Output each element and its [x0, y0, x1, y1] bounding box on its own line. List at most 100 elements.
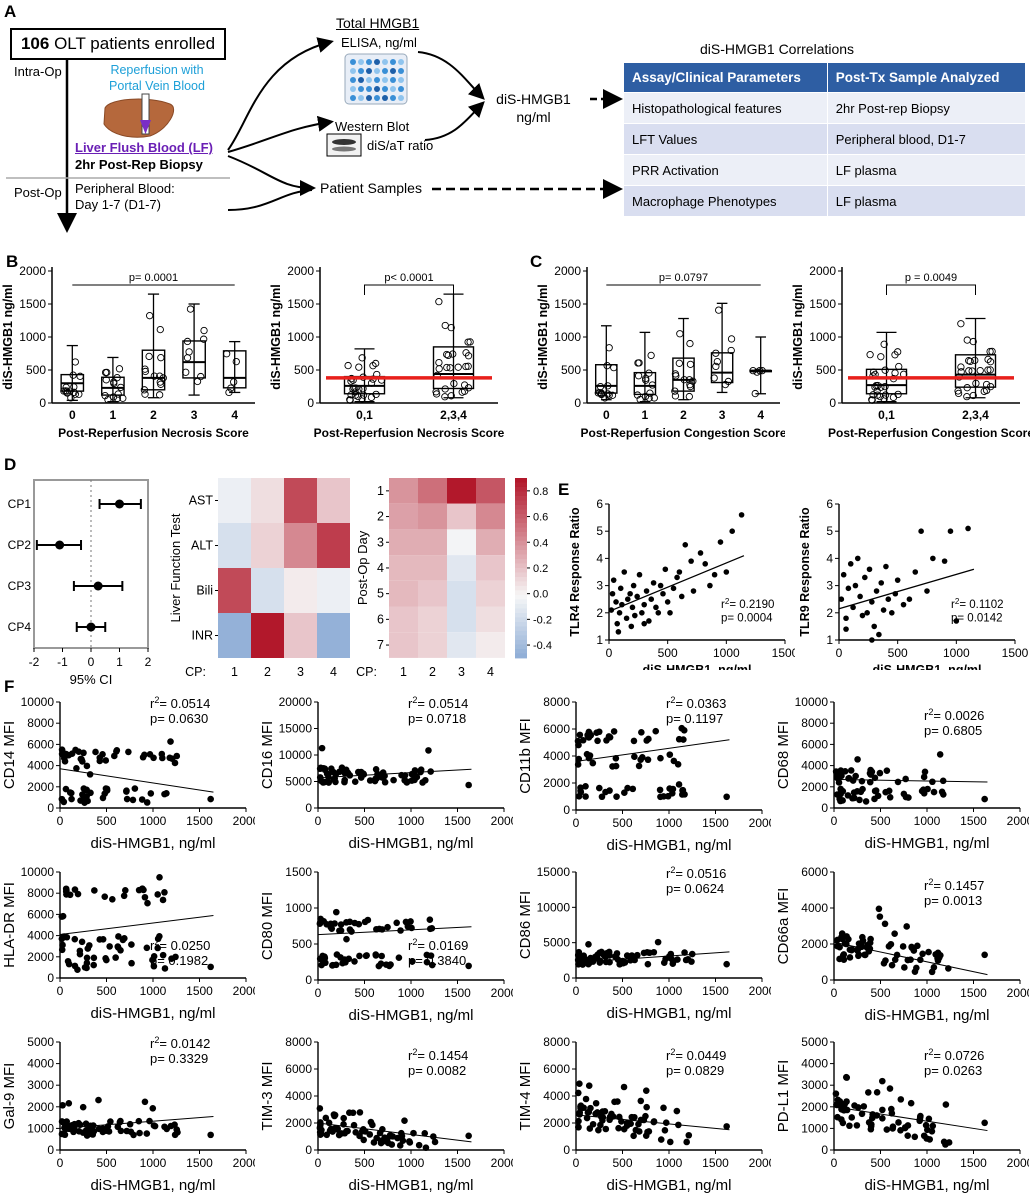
y-tick-label: 8000 — [543, 695, 570, 709]
x-axis-label: diS-HMGB1, ng/ml — [348, 835, 473, 852]
x-tick-label: 2000 — [749, 1156, 771, 1170]
data-point — [435, 358, 443, 367]
data-point — [576, 1080, 583, 1087]
data-point — [630, 1132, 637, 1140]
data-point — [332, 778, 339, 786]
colorbar-segment — [515, 621, 527, 627]
data-point — [66, 789, 74, 796]
heatmap-cell — [284, 478, 317, 523]
y-tick-label: 0 — [829, 396, 836, 410]
data-point — [449, 350, 457, 358]
data-point — [851, 1102, 858, 1109]
data-point — [889, 393, 898, 402]
patient-samples-label: Patient Samples — [320, 180, 422, 196]
data-point — [686, 339, 694, 348]
data-point — [877, 353, 885, 361]
data-point — [80, 794, 88, 801]
data-point — [858, 777, 866, 785]
data-point — [427, 952, 435, 959]
data-point — [643, 949, 651, 956]
colorbar-segment — [515, 536, 527, 542]
heatmap-cell — [447, 478, 476, 504]
data-point — [316, 1105, 324, 1112]
heatmap-cell — [418, 580, 447, 607]
scatter-cd14: 0 2000 4000 6000 8000 10000 0 500 1000 1500 2000 CD… — [1, 695, 255, 852]
data-point — [612, 755, 620, 762]
data-point — [869, 637, 875, 643]
data-point — [119, 394, 127, 402]
data-point — [981, 1119, 988, 1127]
data-point — [869, 599, 875, 605]
data-point — [59, 748, 66, 755]
data-point — [866, 350, 874, 359]
data-point — [582, 782, 589, 790]
data-point — [644, 1128, 651, 1136]
r-squared-label: r2= 0.0514 — [408, 695, 468, 711]
data-point — [697, 550, 704, 556]
data-point — [613, 599, 619, 605]
data-point — [842, 1073, 850, 1081]
data-point — [864, 610, 870, 616]
r-squared-label: r2= 0.1102 — [951, 597, 1004, 612]
data-point — [125, 748, 132, 756]
data-point — [871, 787, 879, 795]
x-tick-label: 500 — [870, 1156, 890, 1170]
x-tick-label: 1500 — [702, 1156, 729, 1170]
data-point — [646, 389, 654, 397]
data-point — [321, 766, 329, 774]
data-point — [715, 306, 723, 314]
y-tick-label: 5000 — [285, 775, 312, 789]
x-tick-label: 1500 — [186, 1156, 213, 1170]
data-point — [874, 792, 882, 800]
y-tick-label: 1000 — [809, 330, 836, 344]
biopsy-label: 2hr Post-Rep Biopsy — [75, 157, 203, 172]
heatmap-cell — [418, 529, 447, 556]
scatter-tim3: 0 2000 4000 6000 8000 0 500 1000 1500 2000 TIM-3 M… — [259, 1035, 513, 1194]
regression-line — [833, 1106, 988, 1132]
data-point — [643, 737, 651, 744]
data-point — [634, 593, 640, 600]
flow-arrow — [227, 37, 334, 151]
y-tick-label: 2000 — [285, 1116, 312, 1130]
data-point — [657, 582, 664, 589]
data-point — [904, 1132, 912, 1139]
data-point — [163, 789, 170, 797]
data-point — [621, 569, 628, 575]
data-point — [90, 954, 98, 962]
estimate-point — [86, 622, 96, 632]
row-label: 6 — [377, 612, 384, 626]
data-point — [606, 787, 613, 794]
heatmap-cell — [218, 568, 251, 613]
data-point — [632, 612, 638, 619]
data-point — [401, 1117, 408, 1125]
data-point — [378, 952, 386, 960]
x-tick-label: 1500 — [960, 986, 987, 1000]
data-point — [899, 943, 907, 950]
y-tick-label: 2000 — [543, 1116, 570, 1130]
data-point — [360, 770, 367, 778]
x-tick-label: 1000 — [914, 986, 941, 1000]
p-value-label: p= 0.0797 — [659, 272, 708, 284]
x-tick-label: 0 — [315, 1156, 322, 1170]
data-point — [86, 771, 94, 778]
x-tick-label: 2,3,4 — [440, 408, 467, 422]
data-point — [574, 761, 582, 768]
x-tick-label: 500 — [612, 1156, 632, 1170]
box — [865, 368, 908, 395]
y-tick-label: 500 — [561, 363, 581, 377]
data-point — [68, 795, 75, 803]
data-point — [926, 1136, 934, 1143]
data-point — [128, 959, 135, 967]
heatmap-cell — [418, 478, 447, 504]
data-point — [576, 731, 584, 739]
r-squared-label: r2= 0.0449 — [666, 1047, 726, 1063]
data-point — [58, 946, 66, 954]
data-point — [103, 368, 111, 377]
data-point — [636, 395, 644, 404]
colorbar-segment — [515, 635, 527, 641]
heatmap-cell — [447, 503, 476, 530]
data-point — [682, 542, 689, 548]
data-point — [587, 1104, 594, 1112]
p-value-label: p= 0.1197 — [666, 711, 723, 726]
data-point — [832, 1090, 840, 1098]
